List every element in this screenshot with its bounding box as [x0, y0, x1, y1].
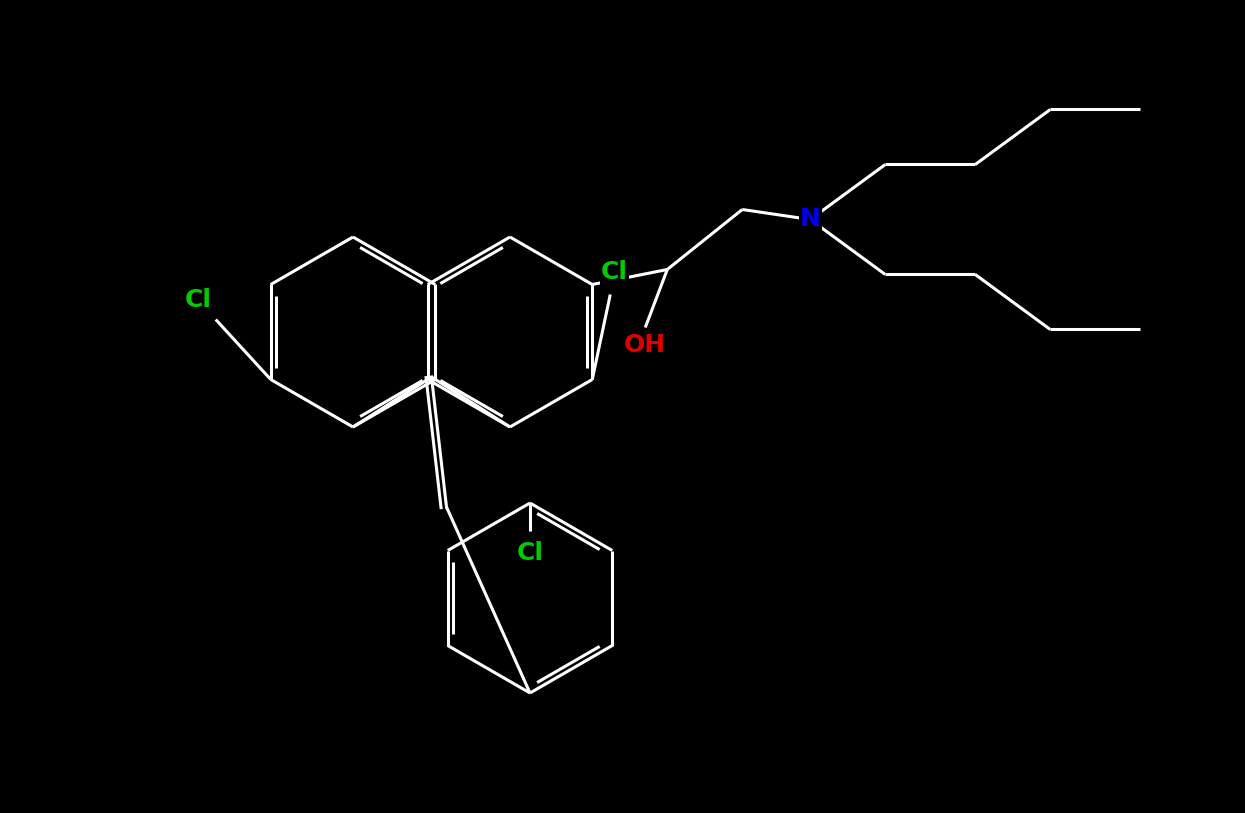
Text: N: N — [799, 207, 820, 232]
Text: Cl: Cl — [601, 259, 627, 284]
Text: Cl: Cl — [186, 288, 212, 311]
Text: Cl: Cl — [517, 541, 544, 565]
Text: OH: OH — [624, 333, 666, 358]
